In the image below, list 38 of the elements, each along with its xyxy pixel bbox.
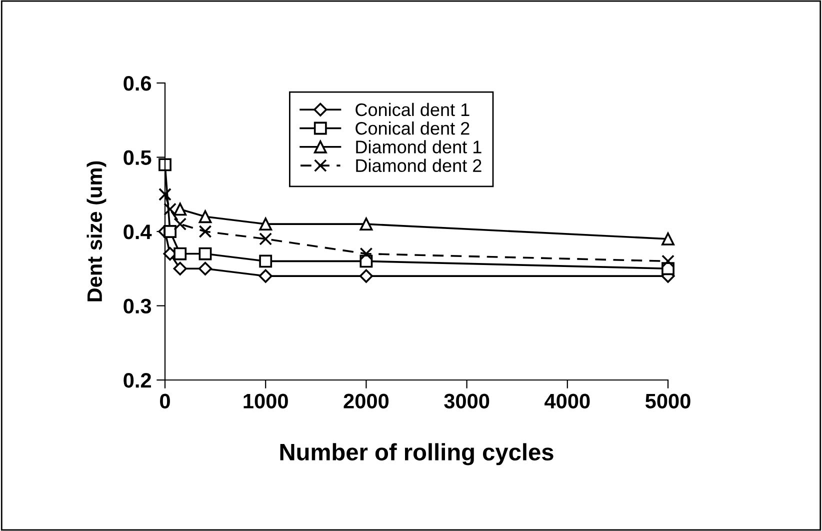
point (360, 247, 373, 260)
y-axis-title: Dent size (um) (86, 161, 106, 302)
legend-label: Conical dent 1 (356, 102, 470, 116)
point (198, 225, 212, 238)
point (164, 202, 176, 216)
point (662, 232, 674, 246)
point (360, 218, 373, 231)
x-tick-label: 3000 (444, 394, 490, 409)
point (174, 218, 187, 231)
y-tick-label: 0.2 (124, 373, 151, 388)
point (198, 262, 212, 276)
point (158, 158, 172, 172)
point (259, 218, 272, 231)
point (158, 188, 172, 201)
legend-label: Diamond dent 2 (356, 158, 482, 172)
point (662, 254, 674, 268)
legend-label: Conical dent 2 (356, 122, 470, 135)
x-tick-label: 2000 (344, 394, 389, 408)
x-axis-title: Number of rolling cycles (280, 443, 554, 466)
point (198, 210, 212, 224)
point (173, 262, 187, 276)
point (174, 202, 187, 216)
point (258, 269, 272, 283)
point (164, 225, 176, 238)
point (359, 269, 373, 283)
x-tick-label: 5000 (645, 394, 690, 408)
y-tick-label: 0.4 (124, 224, 152, 240)
point (259, 254, 272, 268)
point (259, 232, 272, 246)
x-tick-label: 0 (160, 394, 170, 408)
point (174, 247, 187, 260)
legend-label: Diamond dent 1 (356, 140, 482, 154)
y-tick-label: 0.3 (124, 298, 152, 314)
y-tick-label: 0.5 (124, 150, 152, 166)
x-tick-label: 1000 (244, 394, 288, 408)
y-tick-label: 0.6 (124, 76, 152, 91)
point (198, 247, 212, 260)
x-tick-label: 4000 (544, 394, 590, 408)
